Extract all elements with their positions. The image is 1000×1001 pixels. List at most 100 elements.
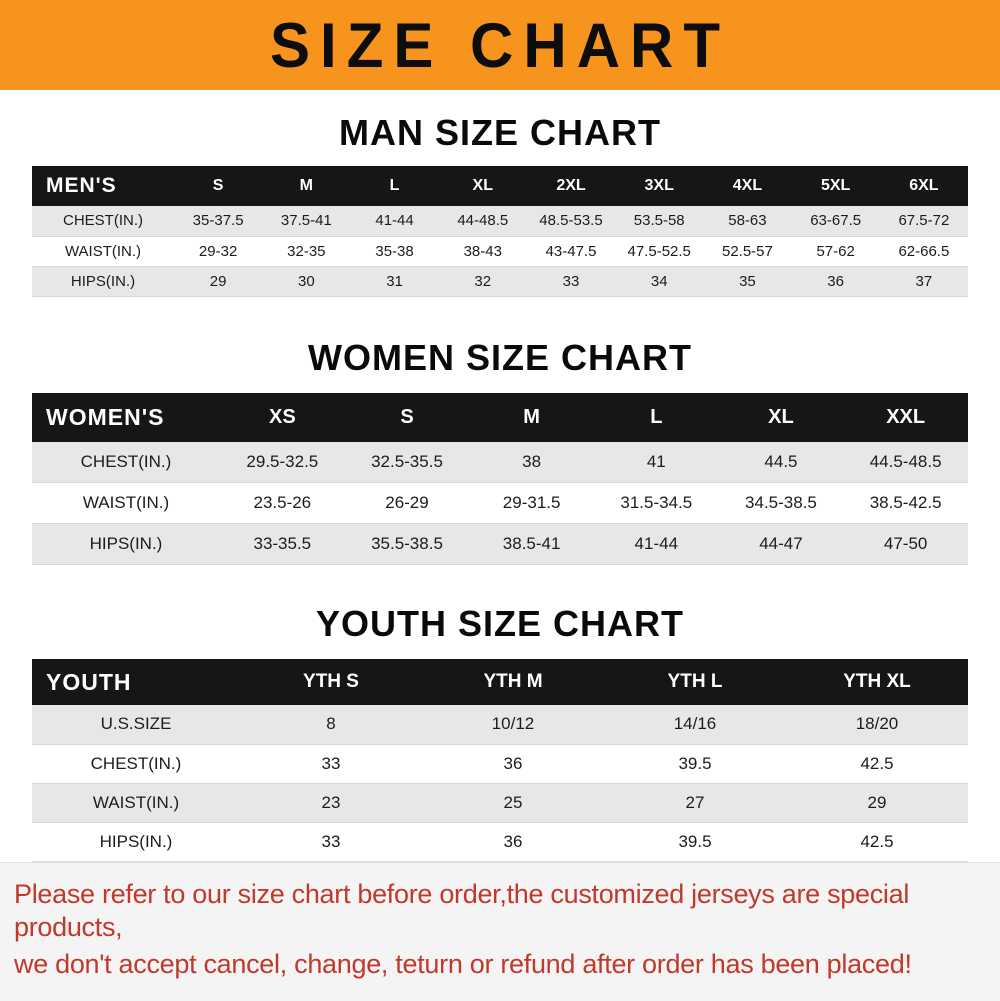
row-label-cell: CHEST(IN.): [90, 753, 182, 773]
row-label-cell: CHEST(IN.): [63, 212, 143, 230]
size-column-header: YTH S: [240, 659, 422, 705]
size-value-cell: 35: [739, 272, 756, 290]
size-value-cell: 14/16: [673, 714, 717, 734]
size-value-cell: 35-37.5: [192, 212, 244, 230]
women-section-heading: WOMEN SIZE CHART: [308, 336, 692, 378]
size-value-cell: 33-35.5: [253, 534, 312, 553]
size-value-cell: 32-35: [287, 242, 326, 260]
size-value-cell: 62-66.5: [898, 242, 950, 260]
size-value-cell: 34: [650, 272, 668, 290]
size-value-cell: 32: [474, 272, 492, 290]
row-label-cell: WAIST(IN.): [92, 792, 180, 812]
size-value-cell: 18/20: [855, 714, 899, 734]
size-value-cell: 41-44: [375, 212, 414, 230]
size-value-cell: 27: [685, 792, 705, 812]
size-value-cell: 37.5-41: [280, 212, 332, 230]
size-value-cell: 38.5-42.5: [869, 493, 942, 512]
size-value-cell: 37: [915, 272, 933, 290]
size-value-cell: 52.5-57: [721, 242, 773, 260]
banner-title: SIZE CHART: [270, 9, 730, 81]
size-column-header: M: [262, 166, 351, 206]
size-value-cell: 10/12: [491, 714, 535, 734]
row-label-cell: CHEST(IN.): [80, 451, 172, 471]
size-value-cell: 47-50: [883, 534, 928, 553]
row-label-cell: HIPS(IN.): [89, 534, 163, 553]
size-value-cell: 36: [503, 753, 523, 773]
row-label-cell: WAIST(IN.): [82, 493, 170, 512]
size-column-header: XL: [718, 392, 844, 442]
size-value-cell: 29: [867, 792, 887, 812]
table-row: WAIST(IN.) 23.5-26 26-29 29-31.5 31.5-34.5 34…: [32, 482, 968, 524]
size-value-cell: 29-32: [198, 242, 238, 260]
table-row: HIPS(IN.) 33-35.5 35.5-38.5 38.5-41 41-44 44-…: [32, 523, 968, 565]
footer-note-line-2: we don't accept cancel, change, teturn o…: [14, 949, 912, 979]
size-value-cell: 47.5-52.5: [627, 242, 691, 260]
size-value-cell: 43-47.5: [545, 242, 597, 260]
size-column-header: 3XL: [615, 166, 704, 206]
row-label-cell: HIPS(IN.): [99, 831, 173, 851]
size-value-cell: 36: [827, 272, 844, 290]
size-value-cell: 30: [297, 272, 315, 290]
size-value-cell: 42.5: [860, 831, 894, 851]
size-value-cell: 39.5: [678, 753, 712, 773]
size-value-cell: 39.5: [678, 831, 712, 851]
size-value-cell: 44-47: [759, 534, 803, 553]
size-value-cell: 26-29: [385, 493, 429, 512]
table-corner-label: YOUTH: [32, 659, 240, 705]
size-value-cell: 29: [209, 272, 227, 290]
size-value-cell: 42.5: [860, 753, 894, 773]
size-chart-banner: SIZE CHART: [0, 0, 1000, 90]
size-column-header: 5XL: [791, 166, 880, 206]
youth-section-heading: YOUTH SIZE CHART: [315, 603, 684, 644]
table-header-row: YOUTH YTH S YTH M YTH L YTH XL: [32, 659, 968, 705]
youth-size-table: YOUTH YTH S YTH M YTH L YTH XL U.S.SIZE 8 10/12…: [32, 659, 968, 862]
size-column-header: XXL: [843, 392, 968, 442]
size-column-header: YTH L: [604, 659, 786, 705]
size-value-cell: 25: [503, 792, 523, 812]
size-value-cell: 35.5-38.5: [371, 534, 443, 553]
footer-note: Please refer to our size chart before or…: [0, 861, 1000, 1001]
size-value-cell: 23: [321, 792, 341, 812]
size-value-cell: 44.5-48.5: [869, 451, 942, 471]
size-column-header: 4XL: [703, 166, 792, 206]
size-value-cell: 29-31.5: [502, 493, 561, 512]
table-row: WAIST(IN.) 23 25 27 29: [32, 783, 968, 822]
size-value-cell: 33: [321, 831, 341, 851]
row-label-cell: U.S.SIZE: [100, 714, 172, 734]
table-row: CHEST(IN.) 29.5-32.5 32.5-35.5 38 41 44.5 44.5…: [32, 441, 968, 483]
size-column-header: S: [344, 392, 470, 442]
size-value-cell: 38-43: [463, 242, 502, 260]
table-row: WAIST(IN.) 29-32 32-35 35-38 38-43 43-47.5 47.…: [32, 236, 968, 266]
size-value-cell: 36: [503, 831, 523, 851]
table-row: HIPS(IN.) 29 30 31 32 33 34 35 36 37: [32, 266, 968, 296]
size-column-header: 2XL: [526, 166, 616, 206]
size-value-cell: 53.5-58: [633, 212, 685, 230]
row-label-cell: HIPS(IN.): [70, 272, 136, 290]
size-value-cell: 41-44: [634, 534, 679, 553]
size-value-cell: 67.5-72: [898, 212, 950, 230]
size-value-cell: 35-38: [375, 242, 414, 260]
size-column-header: 6XL: [879, 166, 968, 206]
size-value-cell: 8: [326, 714, 336, 734]
size-value-cell: 23.5-26: [253, 493, 312, 512]
size-value-cell: 44.5: [764, 451, 798, 471]
men-section-heading: MAN SIZE CHART: [339, 112, 661, 153]
size-column-header: L: [350, 166, 439, 206]
size-value-cell: 31.5-34.5: [620, 493, 693, 512]
size-column-header: L: [593, 392, 719, 442]
size-value-cell: 29.5-32.5: [246, 451, 319, 471]
size-value-cell: 38: [522, 451, 542, 471]
size-column-header: S: [174, 166, 263, 206]
size-column-header: YTH XL: [786, 659, 968, 705]
size-value-cell: 63-67.5: [810, 212, 862, 230]
table-row: CHEST(IN.) 35-37.5 37.5-41 41-44 44-48.5 48.5…: [32, 206, 968, 236]
table-row: CHEST(IN.) 33 36 39.5 42.5: [32, 744, 968, 783]
table-corner-label: WOMEN'S: [32, 392, 220, 442]
women-size-table: WOMEN'S XS S M L XL XXL CHEST(IN.) 29.5-32.5 32.5…: [32, 392, 968, 566]
size-value-cell: 44-48.5: [457, 212, 509, 230]
footer-note-line-1: Please refer to our size chart before or…: [14, 878, 910, 943]
size-value-cell: 48.5-53.5: [539, 212, 603, 230]
size-value-cell: 34.5-38.5: [745, 493, 817, 512]
size-value-cell: 32.5-35.5: [371, 451, 443, 471]
